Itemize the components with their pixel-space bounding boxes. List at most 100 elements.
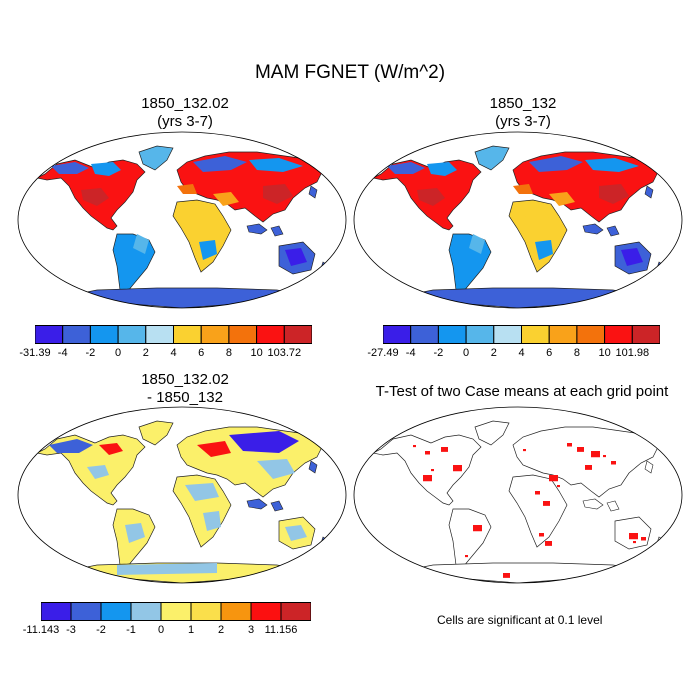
colorbar-3-box [160, 602, 192, 621]
panel-3-title: 1850_132.02 - 1850_132 [75, 371, 295, 407]
map-value-region [465, 555, 468, 558]
map-panel-2 [353, 131, 683, 309]
map-value-region [577, 447, 584, 452]
map-value-region [87, 465, 109, 479]
panel-4-title: T-Test of two Case means at each grid po… [352, 383, 692, 401]
colorbar-3-box [70, 602, 102, 621]
map-value-region [521, 206, 549, 222]
map-value-region [387, 162, 425, 174]
colorbar-3-box [100, 602, 132, 621]
island [644, 460, 654, 474]
panel-2-title: 1850_132 (yrs 3-7) [413, 95, 633, 131]
island [246, 498, 268, 510]
colorbar-2-box [576, 325, 606, 344]
map-value-region [177, 184, 197, 194]
map-value-region [185, 206, 213, 222]
map-value-region [257, 459, 295, 479]
colorbar-1-label: 10 [250, 347, 263, 359]
map-value-region [545, 541, 552, 546]
colorbar-2-label: 0 [463, 347, 470, 359]
continent-greenland [138, 145, 174, 171]
significance-note: Cells are significant at 0.1 level [437, 613, 603, 627]
map-value-region [633, 541, 636, 544]
map-value-region [503, 573, 510, 578]
island [582, 223, 604, 235]
colorbar-1-box [173, 325, 202, 344]
map-panel-3 [17, 406, 347, 584]
map-panel-4 [353, 406, 683, 584]
map-value-region [197, 441, 231, 457]
colorbar-panel-3: -11.143 -3 -2 -1 0 1 2 3 11.156 [23, 602, 311, 640]
map-2-land [371, 145, 666, 308]
colorbar-1-box [35, 325, 64, 344]
colorbar-3-box [130, 602, 162, 621]
panel-2-title-line1: 1850_132 [489, 95, 557, 112]
map-4-frame [353, 406, 683, 584]
map-1-land [35, 145, 330, 308]
map-value-region [513, 184, 533, 194]
map-value-region [535, 491, 540, 495]
colorbar-1-box [256, 325, 285, 344]
colorbar-2-box [604, 325, 633, 344]
colorbar-2-label: 10 [598, 347, 611, 359]
colorbar-3-box [190, 602, 222, 621]
map-value-region [629, 533, 638, 540]
map-value-region [285, 525, 307, 541]
map-3-land [35, 420, 330, 583]
colorbar-1-label: -4 [57, 347, 68, 359]
colorbar-2-box [437, 325, 467, 344]
map-value-region [641, 537, 646, 541]
map-value-region [91, 162, 121, 176]
map-value-region [599, 184, 629, 204]
map-value-region [603, 455, 606, 458]
panel-3-title-line2: - 1850_132 [147, 389, 223, 406]
map-value-region [125, 523, 145, 543]
colorbar-2-label: 4 [518, 347, 525, 359]
colorbar-1-boxes [35, 325, 312, 344]
colorbar-2-box [493, 325, 523, 344]
colorbar-1-box [62, 325, 91, 344]
map-value-region [539, 533, 544, 537]
map-value-region [585, 158, 639, 172]
colorbar-1-label: -2 [85, 347, 96, 359]
continent-greenland [474, 145, 510, 171]
map-value-region [585, 465, 592, 470]
colorbar-3-box [280, 602, 311, 621]
map-value-region [441, 447, 448, 452]
map-4-land [371, 420, 666, 583]
continent-namerica [371, 434, 482, 506]
colorbar-2-box [521, 325, 550, 344]
colorbar-1-label: 8 [225, 347, 232, 359]
colorbar-2-label: -4 [405, 347, 416, 359]
colorbar-1-box [200, 325, 230, 344]
map-3-frame [17, 406, 347, 584]
map-value-region [193, 156, 247, 172]
map-value-region [117, 563, 217, 575]
island [246, 223, 268, 235]
map-value-region [427, 162, 457, 176]
map-value-region [133, 234, 149, 254]
map-value-region [285, 248, 307, 266]
colorbar-3-label: -11.143 [22, 624, 60, 636]
colorbar-3-label: 2 [217, 624, 225, 636]
colorbar-1-box [228, 325, 258, 344]
colorbar-3-label: 0 [157, 624, 165, 636]
map-value-region [431, 469, 434, 472]
colorbar-2-label: 8 [573, 347, 580, 359]
colorbar-1-box [145, 325, 175, 344]
map-panel-1 [17, 131, 347, 309]
island [606, 500, 620, 512]
map-value-region [611, 461, 616, 465]
colorbar-1-label: -31.39 [19, 347, 51, 359]
map-value-region [413, 445, 416, 448]
map-value-region [249, 158, 303, 172]
island [606, 225, 620, 237]
map-value-region [567, 443, 572, 447]
map-2-frame [353, 131, 683, 309]
colorbar-panel-1: -31.39 -4 -2 0 2 4 6 8 10 103.72 [19, 325, 312, 363]
colorbar-2-label: 101.98 [615, 347, 650, 359]
panel-1-title-line2: (yrs 3-7) [157, 113, 213, 130]
map-value-region [425, 451, 430, 455]
colorbar-3-label: 1 [187, 624, 195, 636]
colorbar-2-box [383, 325, 412, 344]
